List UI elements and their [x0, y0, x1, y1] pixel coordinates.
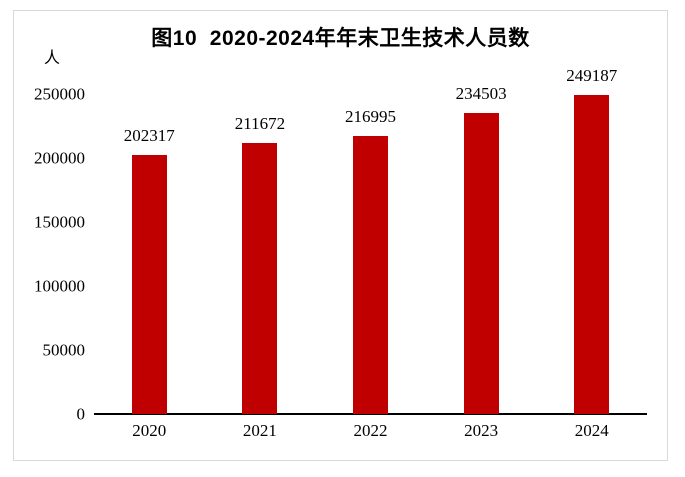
y-axis-tick-label: 200000: [34, 148, 85, 168]
y-axis-tick-label: 0: [76, 404, 86, 424]
y-axis-unit-label: 人: [44, 50, 61, 67]
x-axis-tick-label: 2021: [242, 421, 277, 440]
chart-frame: 图10 2020-2024年年末卫生技术人员数 人 202317 2020 2116…: [13, 10, 668, 461]
bar-value-label: 249187: [566, 65, 618, 85]
bar-value-label: 211672: [234, 113, 286, 133]
x-axis-tick-label: 2023: [464, 421, 499, 440]
x-axis-tick-label: 2020: [132, 421, 167, 440]
bar-value-label: 216995: [345, 106, 396, 126]
y-axis-tick-label: 50000: [42, 340, 86, 360]
x-axis-tick-label: 2024: [574, 421, 609, 440]
bar-value-label: 202317: [123, 125, 175, 145]
bar: [574, 94, 610, 414]
bar: [242, 142, 278, 414]
chart-title: 图10 2020-2024年年末卫生技术人员数: [151, 27, 530, 50]
bar: [131, 154, 167, 414]
bar: [463, 113, 499, 414]
y-axis-tick-label: 100000: [34, 276, 85, 296]
bar: [353, 135, 388, 414]
y-axis-tick-label: 250000: [34, 84, 85, 103]
bar-value-label: 234503: [455, 84, 507, 104]
y-axis-tick-label: 150000: [34, 212, 85, 232]
x-axis-tick-label: 2022: [353, 421, 388, 440]
